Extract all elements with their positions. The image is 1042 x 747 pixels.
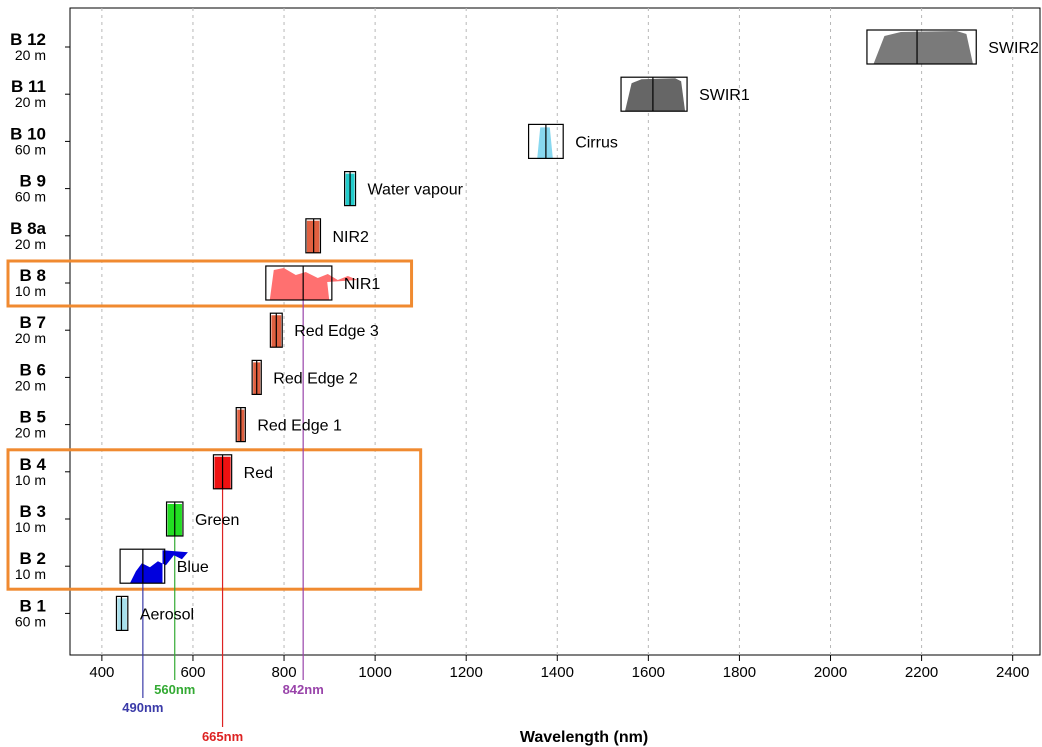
band-resolution-b-8: 10 m — [15, 283, 46, 299]
band-id-b-4: B 4 — [20, 455, 47, 474]
callout-label-560: 560nm — [154, 682, 195, 697]
band-b-2 — [119, 548, 188, 584]
band-response-b-10 — [537, 127, 553, 159]
band-id-b-3: B 3 — [20, 502, 46, 521]
x-tick-label-2400: 2400 — [996, 664, 1029, 681]
x-tick-label-800: 800 — [272, 664, 297, 681]
band-box-b-11 — [620, 76, 688, 112]
band-id-b-10: B 10 — [10, 124, 46, 143]
callout-label-490: 490nm — [122, 700, 163, 715]
band-id-b-1: B 1 — [20, 596, 46, 615]
band-response-b-1 — [117, 598, 127, 631]
band-label-b-2: Blue — [177, 559, 209, 576]
band-label-b-1: Aerosol — [140, 606, 194, 623]
band-b-3 — [165, 501, 184, 537]
band-box-b-12 — [866, 29, 977, 65]
band-id-b-8: B 8 — [20, 266, 46, 285]
band-resolution-b-9: 60 m — [15, 189, 46, 205]
band-b-8a — [305, 218, 322, 254]
plot-frame — [69, 7, 1041, 656]
band-response-b-11 — [624, 78, 686, 112]
x-tick-label-1400: 1400 — [541, 664, 574, 681]
band-label-b-10: Cirrus — [575, 134, 618, 151]
band-resolution-b-7: 20 m — [15, 330, 46, 346]
x-tick-label-600: 600 — [180, 664, 205, 681]
band-b-12 — [866, 29, 977, 65]
band-resolution-b-6: 20 m — [15, 377, 46, 393]
callout-label-842: 842nm — [283, 682, 324, 697]
band-id-b-9: B 9 — [20, 172, 46, 191]
visible-10m-highlight — [6, 448, 423, 591]
band-resolution-b-5: 20 m — [15, 425, 46, 441]
band-label-b-7: Red Edge 3 — [294, 323, 379, 340]
band-label-b-3: Green — [195, 512, 239, 529]
band-id-b-5: B 5 — [20, 408, 46, 427]
band-box-b-8 — [265, 265, 333, 301]
band-id-b-11: B 11 — [11, 77, 46, 96]
band-id-b-2: B 2 — [20, 549, 46, 568]
band-label-b-6: Red Edge 2 — [273, 370, 358, 387]
band-label-b-8: NIR1 — [344, 276, 381, 293]
band-b-5 — [235, 407, 246, 443]
band-label-b-9: Water vapour — [368, 182, 464, 199]
nir-10m-highlight — [6, 259, 414, 308]
band-resolution-b-2: 10 m — [15, 566, 46, 582]
band-label-b-12: SWIR2 — [988, 40, 1039, 57]
band-label-b-4: Red — [244, 465, 273, 482]
band-b-11 — [620, 76, 688, 112]
x-tick-label-1200: 1200 — [450, 664, 483, 681]
band-label-b-8a: NIR2 — [332, 229, 369, 246]
band-b-7 — [269, 312, 283, 348]
band-resolution-b-3: 10 m — [15, 519, 46, 535]
band-box-b-1 — [115, 595, 129, 632]
band-id-b-8a: B 8a — [10, 219, 46, 238]
x-tick-label-400: 400 — [89, 664, 114, 681]
band-resolution-b-8a: 20 m — [15, 236, 46, 252]
x-tick-label-1600: 1600 — [632, 664, 665, 681]
band-b-9 — [344, 171, 357, 207]
x-axis-title: Wavelength (nm) — [520, 729, 648, 746]
band-b-1 — [115, 595, 129, 632]
x-tick-label-1000: 1000 — [358, 664, 391, 681]
band-resolution-b-1: 60 m — [15, 613, 46, 629]
band-id-b-12: B 12 — [10, 30, 46, 49]
band-b-10 — [527, 123, 564, 160]
band-id-b-7: B 7 — [20, 313, 46, 332]
band-response-b-12 — [873, 31, 973, 64]
band-resolution-b-11: 20 m — [15, 94, 46, 110]
band-resolution-b-4: 10 m — [15, 472, 46, 488]
band-label-b-11: SWIR1 — [699, 87, 750, 104]
band-id-b-6: B 6 — [20, 360, 46, 379]
callout-label-665: 665nm — [202, 729, 243, 744]
band-resolution-b-10: 60 m — [15, 141, 46, 157]
band-b-8 — [265, 265, 358, 301]
band-response-b-8 — [269, 268, 358, 300]
band-resolution-b-12: 20 m — [15, 47, 46, 63]
x-tick-label-2000: 2000 — [814, 664, 847, 681]
x-tick-label-1800: 1800 — [723, 664, 756, 681]
band-b-6 — [251, 359, 262, 395]
x-tick-label-2200: 2200 — [905, 664, 938, 681]
band-response-b-2 — [129, 550, 188, 584]
band-b-4 — [212, 454, 233, 490]
band-label-b-5: Red Edge 1 — [257, 418, 342, 435]
